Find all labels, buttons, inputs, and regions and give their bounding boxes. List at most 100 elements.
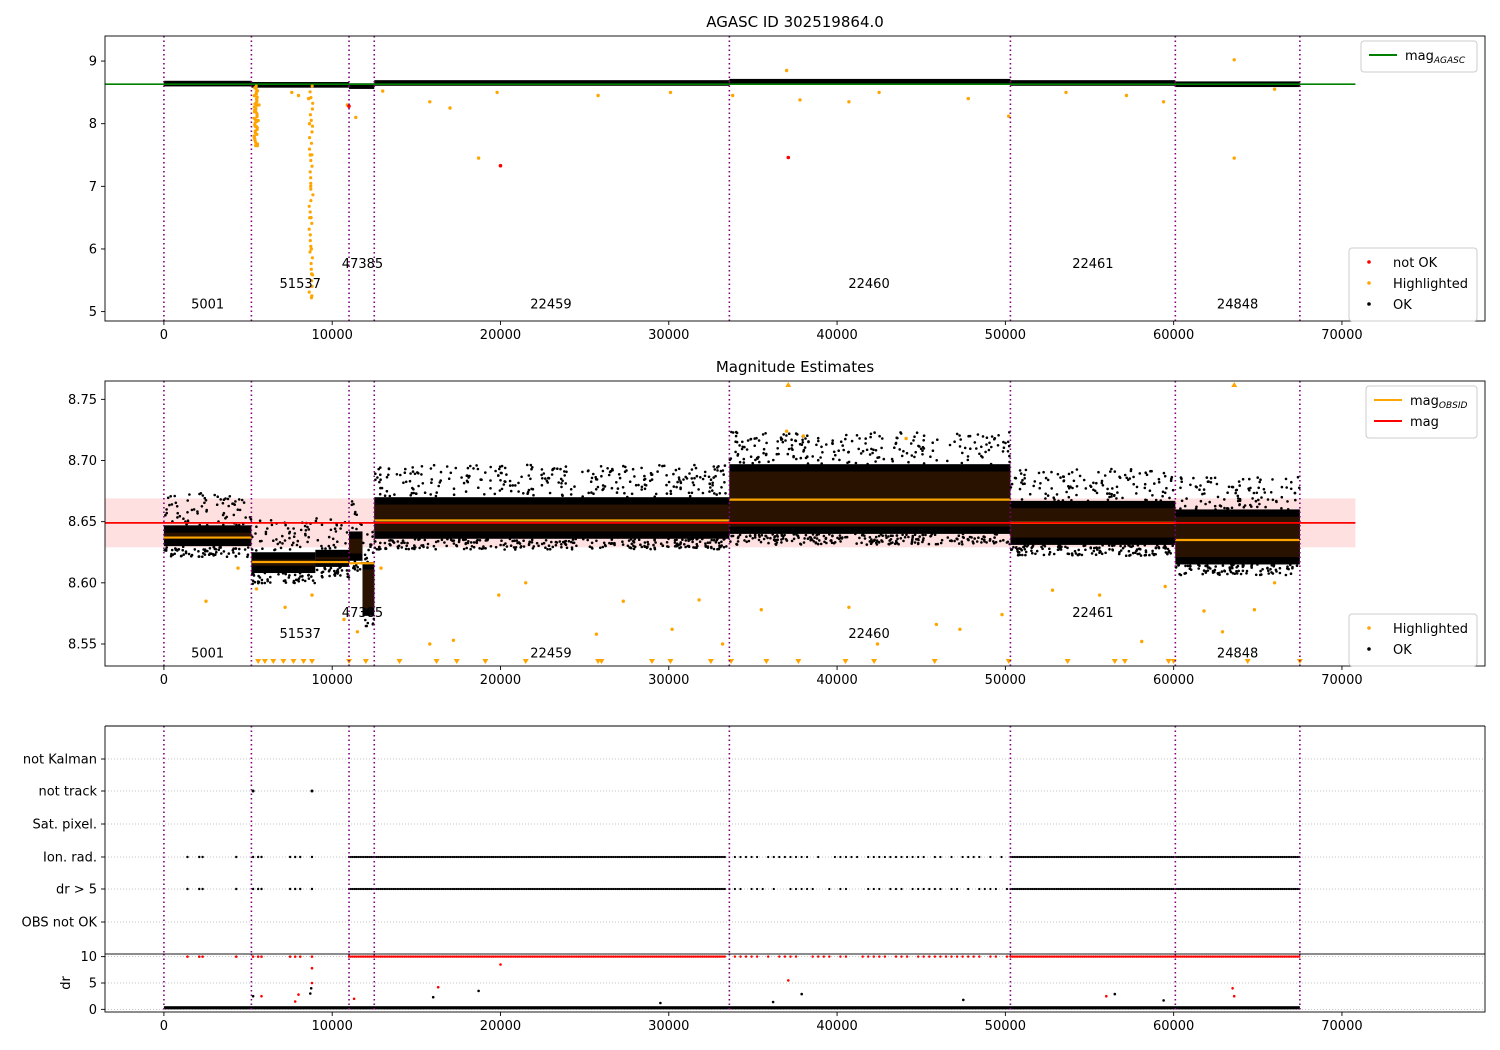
ok-point — [1139, 547, 1142, 551]
ok-point — [198, 492, 201, 496]
highlighted-point — [252, 94, 256, 98]
flag-point — [586, 855, 589, 859]
x-tick-label: 0 — [160, 328, 168, 343]
flag-point — [1074, 855, 1077, 859]
ok-point — [333, 574, 337, 577]
flag-point — [1125, 855, 1129, 859]
flag-point — [416, 887, 419, 891]
ok-point — [468, 474, 471, 478]
dr-flagged-point — [1277, 955, 1281, 958]
ok-point — [1117, 552, 1121, 556]
flag-point — [631, 887, 634, 891]
ok-point — [1218, 573, 1221, 577]
dr-flagged-point — [260, 994, 263, 998]
ok-point — [758, 460, 761, 464]
ok-point — [711, 483, 714, 487]
dr-flagged-point — [421, 955, 425, 958]
ok-point — [1154, 546, 1158, 550]
dr-flagged-point — [828, 955, 831, 958]
highlighted-point — [310, 256, 314, 260]
ok-point — [1072, 479, 1076, 483]
off-scale-low-marker — [396, 659, 403, 664]
flag-point — [1051, 855, 1055, 859]
ok-point — [466, 466, 470, 470]
flag-point — [370, 855, 373, 859]
ok-point — [1119, 549, 1123, 552]
highlighted-point — [309, 184, 313, 188]
off-scale-low-marker — [482, 659, 489, 664]
flag-point — [349, 887, 352, 891]
ok-point — [1275, 500, 1278, 504]
flag-point — [677, 887, 680, 891]
flag-point — [1212, 887, 1216, 891]
ok-point — [980, 541, 983, 544]
flag-point — [878, 855, 881, 859]
flag-point — [1196, 855, 1199, 859]
ok-point — [514, 484, 517, 487]
ok-point — [1234, 491, 1237, 495]
ok-point — [1206, 569, 1210, 572]
obsid-label: 22461 — [1072, 257, 1113, 272]
ok-point — [1123, 545, 1127, 548]
flag-point — [649, 855, 652, 859]
dr-flagged-point — [488, 955, 491, 958]
ok-point — [1189, 483, 1192, 487]
flag-point — [607, 887, 610, 891]
ok-point — [792, 454, 795, 458]
dr-flagged-point — [449, 955, 452, 958]
ok-point — [258, 519, 262, 522]
flag-point — [1192, 855, 1195, 859]
x-tick-label: 50000 — [985, 328, 1026, 343]
dr-point — [309, 992, 312, 995]
ok-point — [694, 546, 698, 549]
flag-point — [647, 887, 651, 891]
dr-flagged-point — [1216, 955, 1220, 958]
ok-point — [527, 542, 531, 546]
ok-point — [165, 511, 168, 515]
ok-point — [1201, 492, 1204, 496]
ok-point — [192, 508, 196, 511]
flag-point — [581, 855, 584, 859]
ok-point — [1241, 477, 1245, 481]
flag-point — [564, 887, 567, 891]
ok-point — [1014, 546, 1018, 550]
ok-point — [235, 523, 238, 527]
ok-point — [816, 436, 820, 440]
x-tick-label: 20000 — [480, 673, 521, 688]
ok-point — [269, 519, 273, 522]
ok-point — [753, 444, 756, 448]
flag-point — [723, 887, 726, 891]
ok-point — [891, 534, 894, 538]
highlighted-point — [476, 156, 481, 160]
ok-point — [628, 480, 632, 484]
ok-point — [1179, 486, 1182, 490]
flag-point — [631, 855, 634, 859]
ok-point — [548, 547, 552, 551]
dr-flagged-point — [534, 955, 538, 958]
highlighted-point — [596, 93, 600, 98]
ok-point — [1226, 491, 1229, 495]
ok-point — [356, 565, 360, 569]
ok-point — [560, 545, 563, 549]
ok-point — [721, 469, 725, 472]
dr-flagged-point — [1109, 955, 1112, 958]
flag-point — [720, 855, 723, 859]
dr-flagged-point — [967, 955, 970, 958]
obsid-label: 22460 — [848, 277, 889, 292]
ok-point — [260, 581, 264, 585]
flag-point — [1257, 887, 1260, 891]
ok-point — [476, 467, 480, 471]
flag-point — [198, 887, 201, 891]
ok-point — [1239, 572, 1243, 576]
flag-point — [1014, 887, 1018, 891]
ok-point — [434, 540, 438, 544]
flag-point — [761, 887, 764, 891]
ok-point — [679, 541, 682, 544]
highlighted-point — [451, 638, 456, 642]
ok-point — [464, 490, 468, 493]
flag-point — [610, 887, 614, 891]
ok-point — [334, 530, 338, 533]
flag-point — [409, 887, 412, 891]
dr-flagged-point — [1062, 955, 1066, 958]
ok-point — [1287, 567, 1290, 571]
